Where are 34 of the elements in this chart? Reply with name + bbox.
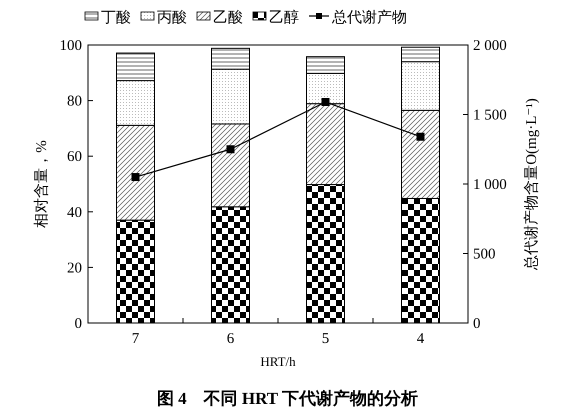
- text: 图 4 不同 HRT 下代谢产物的分析: [156, 389, 418, 408]
- y-axis-title: 相对含量，%: [33, 140, 50, 228]
- point: [416, 132, 424, 141]
- x-tick-label: 4: [416, 331, 425, 347]
- y2-axis-title: 总代谢产物含量O(mg·L⁻¹): [523, 98, 540, 271]
- legend-label: 丙酸: [157, 9, 187, 26]
- legend-label: 总代谢产物: [331, 9, 407, 26]
- y-tick-label: 80: [67, 94, 82, 110]
- x-axis-title: HRT/h: [260, 354, 296, 369]
- x-tick-label: 7: [132, 331, 140, 347]
- y-tick-label: 60: [67, 149, 82, 166]
- bar: [401, 61, 440, 111]
- y2-tick-label: 0: [473, 316, 480, 332]
- point: [226, 145, 234, 154]
- x-tick-label: 5: [322, 331, 330, 347]
- y-tick-label: 40: [67, 204, 82, 221]
- y-tick-label: 20: [67, 260, 82, 276]
- y2-tick-label: 2 000: [473, 38, 507, 54]
- x-tick-label: 6: [226, 331, 235, 347]
- bar: [211, 68, 250, 124]
- bar: [116, 52, 155, 82]
- legend-label: 乙酸: [213, 9, 243, 26]
- legend-label: 乙醇: [269, 9, 299, 26]
- y-tick-label: 100: [60, 38, 82, 54]
- y2-tick-label: 1 500: [473, 108, 507, 124]
- y-tick-label: 0: [74, 316, 82, 332]
- y2-tick-label: 1 000: [473, 177, 507, 193]
- y2-tick-label: 500: [473, 246, 496, 262]
- bar: [116, 80, 155, 126]
- bar: [211, 48, 250, 70]
- legend-label: 丁酸: [101, 9, 131, 26]
- point: [132, 173, 140, 182]
- bar: [306, 56, 345, 74]
- point: [322, 98, 330, 106]
